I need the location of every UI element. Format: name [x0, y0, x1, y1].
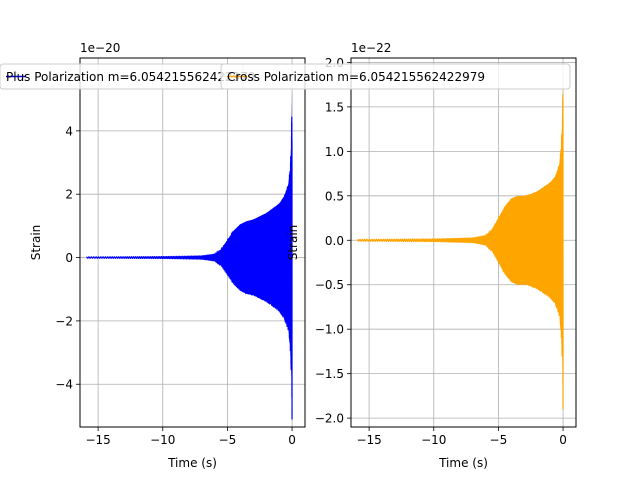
x-tick-label: 0 [559, 433, 567, 447]
x-tick-label: −15 [85, 433, 110, 447]
x-tick-label: −15 [356, 433, 381, 447]
axes-frame [79, 57, 306, 428]
y-tick-label: 0 [65, 251, 73, 265]
x-ticks: −15 −10 −5 0 [85, 427, 296, 447]
x-tick-label: −10 [150, 433, 175, 447]
legend-box [220, 63, 571, 90]
y-tick-label: −2 [55, 314, 73, 328]
cross-polarization-legend: Cross Polarization m=6.054215562422979 [220, 63, 571, 90]
x-tick-label: −5 [219, 433, 237, 447]
y-ticks: −4 −2 0 2 4 [55, 124, 80, 392]
y-tick-label: 0.5 [325, 189, 344, 203]
y-axis-label: Strain [29, 225, 43, 261]
x-axis-label: Time (s) [438, 456, 488, 470]
strain-envelope-band [211, 89, 293, 421]
x-axis-label: Time (s) [167, 456, 217, 470]
y-tick-label: −0.5 [315, 278, 344, 292]
y-tick-label: 1.5 [325, 100, 344, 114]
cross-polarization-panel: −15 −10 −5 0 −2.0−1.5−1.0−0.50.00.51.01.52.… [286, 41, 577, 470]
y-tick-label: 2 [65, 188, 73, 202]
y-tick-label: −2.0 [315, 412, 344, 426]
legend-label: Cross Polarization m=6.054215562422979 [227, 70, 485, 84]
y-offset-label: 1e−20 [80, 41, 120, 55]
y-tick-label: −4 [55, 378, 73, 392]
plus-polarization-legend: Plus Polarization m=6.054215562422979 [0, 63, 256, 90]
plot-area [86, 89, 293, 421]
plot-area [357, 66, 564, 410]
y-axis-label: Strain [286, 225, 300, 261]
y-tick-label: 4 [65, 124, 73, 138]
x-ticks: −15 −10 −5 0 [356, 427, 567, 447]
y-tick-label: 1.0 [325, 145, 344, 159]
y-offset-label: 1e−22 [351, 41, 391, 55]
x-tick-label: 0 [288, 433, 296, 447]
y-tick-label: 0.0 [325, 234, 344, 248]
y-ticks: −2.0−1.5−1.0−0.50.00.51.01.52.0 [315, 56, 351, 426]
y-tick-label: −1.0 [315, 323, 344, 337]
y-tick-label: −1.5 [315, 367, 344, 381]
x-tick-label: −10 [421, 433, 446, 447]
axes-frame [350, 57, 577, 428]
x-tick-label: −5 [490, 433, 508, 447]
plus-polarization-panel: −15 −10 −5 0 −4 −2 0 2 4 Time (s) Strain 1e−20 [29, 41, 306, 470]
strain-envelope-band [482, 66, 564, 409]
legend-label: Plus Polarization m=6.054215562422979 [6, 70, 256, 84]
